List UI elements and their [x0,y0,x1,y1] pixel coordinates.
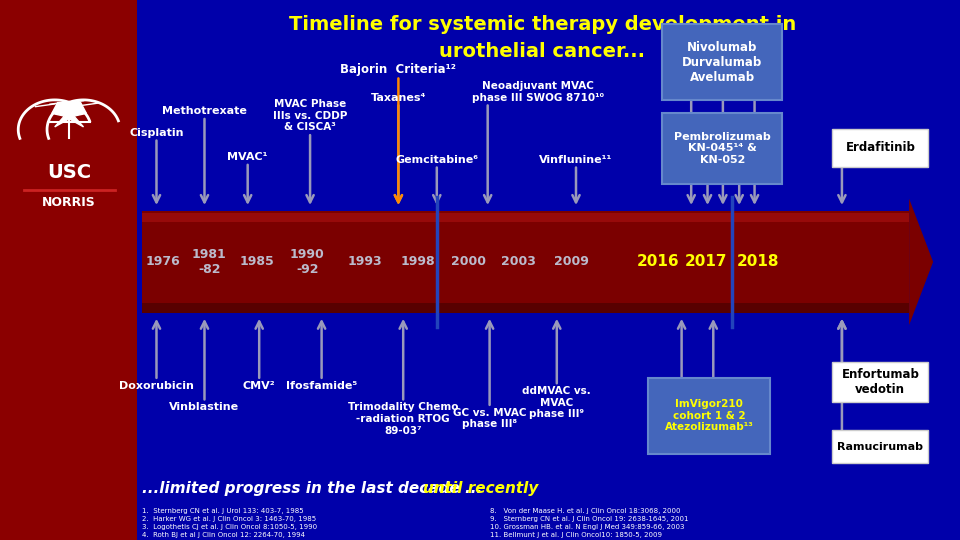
Text: USC: USC [47,163,91,183]
Text: 1976: 1976 [146,255,180,268]
Text: 1990
-92: 1990 -92 [290,248,324,276]
Text: MVAC Phase
IIIs vs. CDDP
& CISCA³: MVAC Phase IIIs vs. CDDP & CISCA³ [273,99,348,132]
Text: Ifosfamide⁵: Ifosfamide⁵ [286,381,357,391]
Text: 1998: 1998 [400,255,435,268]
Text: Taxanes⁴: Taxanes⁴ [371,92,426,103]
FancyBboxPatch shape [648,378,770,454]
Text: Ramucirumab: Ramucirumab [837,442,924,451]
FancyBboxPatch shape [832,362,928,402]
Text: 2000: 2000 [451,255,486,268]
FancyBboxPatch shape [662,24,782,100]
Text: 2009: 2009 [554,255,588,268]
Polygon shape [52,103,86,127]
Polygon shape [909,199,933,325]
Text: CMV²: CMV² [243,381,276,391]
Bar [142,213,909,222]
Text: 8.   Von der Maase H. et al. J Clin Oncol 18:3068, 2000
9.   Sternberg CN et al.: 8. Von der Maase H. et al. J Clin Oncol … [490,508,688,540]
Text: Pembrolizumab
KN-045¹⁴ &
KN-052: Pembrolizumab KN-045¹⁴ & KN-052 [674,132,771,165]
Text: Enfortumab
vedotin: Enfortumab vedotin [841,368,920,396]
Text: 2016: 2016 [636,254,679,269]
Text: Erdafitinib: Erdafitinib [846,141,915,154]
Text: ImVigor210
cohort 1 & 2
Atezolizumab¹³: ImVigor210 cohort 1 & 2 Atezolizumab¹³ [664,399,754,433]
Text: NORRIS: NORRIS [42,196,96,209]
Text: Nivolumab
Durvalumab
Avelumab: Nivolumab Durvalumab Avelumab [683,40,762,84]
Text: 1981
-82: 1981 -82 [192,248,227,276]
Bar [0,0,137,540]
Text: Vinblastine: Vinblastine [169,402,240,413]
FancyBboxPatch shape [662,113,782,184]
Text: 2017: 2017 [684,254,727,269]
Text: Timeline for systemic therapy development in: Timeline for systemic therapy developmen… [289,15,796,34]
Text: Neoadjuvant MVAC
phase III SWOG 8710¹⁰: Neoadjuvant MVAC phase III SWOG 8710¹⁰ [471,81,604,103]
FancyBboxPatch shape [832,129,928,167]
Text: Methotrexate: Methotrexate [162,106,247,116]
Text: Gemcitabine⁶: Gemcitabine⁶ [396,154,478,165]
Text: 2018: 2018 [737,254,780,269]
Text: Cisplatin: Cisplatin [130,127,183,138]
Text: 2003: 2003 [501,255,536,268]
FancyBboxPatch shape [832,430,928,463]
Text: 1993: 1993 [348,255,382,268]
Text: GC vs. MVAC
phase III⁸: GC vs. MVAC phase III⁸ [453,408,526,429]
Text: Trimodality Chemo
-radiation RTOG
89-03⁷: Trimodality Chemo -radiation RTOG 89-03⁷ [348,402,459,435]
Text: Bajorin  Criteria¹²: Bajorin Criteria¹² [341,63,456,76]
Text: 1985: 1985 [240,255,275,268]
Text: 1.  Sternberg CN et al. J Urol 133: 403-7, 1985
2.  Harker WG et al. J Clin Onco: 1. Sternberg CN et al. J Urol 133: 403-7… [142,508,323,540]
Bar [142,211,909,313]
Text: MVAC¹: MVAC¹ [228,152,268,162]
Text: ddMVAC vs.
MVAC
phase III⁹: ddMVAC vs. MVAC phase III⁹ [522,386,591,419]
Text: ...limited progress in the last decade ...: ...limited progress in the last decade .… [142,481,488,496]
Text: urothelial cancer...: urothelial cancer... [440,42,645,61]
Text: Vinflunine¹¹: Vinflunine¹¹ [540,154,612,165]
Text: until recently: until recently [422,481,539,496]
Bar [142,303,909,313]
Text: Doxorubicin: Doxorubicin [119,381,194,391]
